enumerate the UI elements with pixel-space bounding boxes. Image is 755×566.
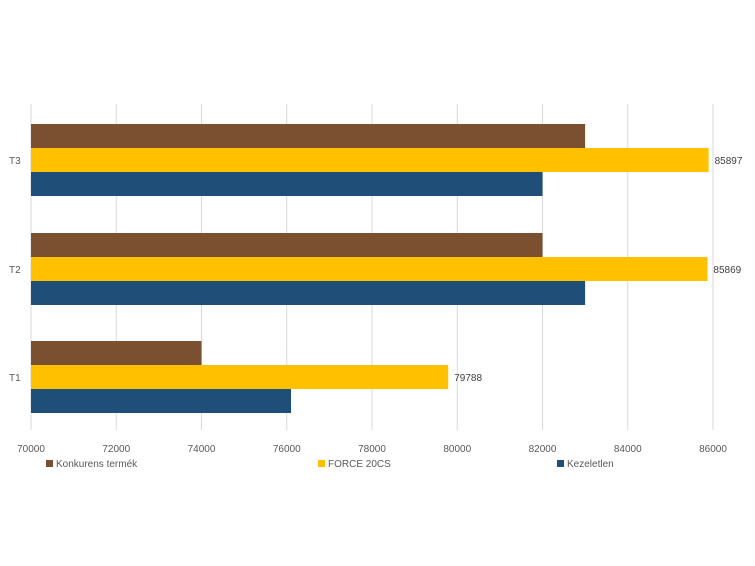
bar-force-20cs-t2 [31,257,708,281]
legend-swatch-force-20cs [318,460,325,467]
x-axis-ticks: 70000 72000 74000 76000 78000 80000 82000 84000… [17,444,727,455]
x-tick-label: 80000 [443,444,471,455]
bar-force-20cs-t1 [31,365,449,389]
legend-label-force-20cs: FORCE 20CS [328,459,391,470]
bars [31,124,709,413]
data-labels: 79788 85869 85897 [454,156,743,384]
bar-kezeletlen-t1 [31,389,292,413]
legend-swatch-kezeletlen [557,460,564,467]
data-label-t2: 85869 [713,265,741,276]
y-axis-categories: T1 T2 T3 [9,156,21,384]
x-tick-label: 86000 [699,444,727,455]
data-label-t1: 79788 [454,373,482,384]
x-tick-label: 82000 [529,444,557,455]
bar-force-20cs-t3 [31,148,709,172]
legend: Konkurens termék FORCE 20CS Kezeletlen [46,459,614,470]
y-category-label-t1: T1 [9,373,21,384]
bar-kezeletlen-t2 [31,281,586,305]
y-category-label-t3: T3 [9,156,21,167]
y-category-label-t2: T2 [9,265,21,276]
bar-konkurens-termek-t3 [31,124,586,148]
x-tick-label: 72000 [102,444,130,455]
legend-label-konkurens-termek: Konkurens termék [56,459,138,470]
bar-kezeletlen-t3 [31,172,543,196]
x-tick-label: 84000 [614,444,642,455]
x-tick-label: 78000 [358,444,386,455]
x-tick-label: 70000 [17,444,45,455]
legend-swatch-konkurens-termek [46,460,53,467]
bar-konkurens-termek-t2 [31,233,543,257]
legend-label-kezeletlen: Kezeletlen [567,459,614,470]
x-tick-label: 74000 [188,444,216,455]
x-tick-label: 76000 [273,444,301,455]
bar-konkurens-termek-t1 [31,341,202,365]
data-label-t3: 85897 [715,156,743,167]
